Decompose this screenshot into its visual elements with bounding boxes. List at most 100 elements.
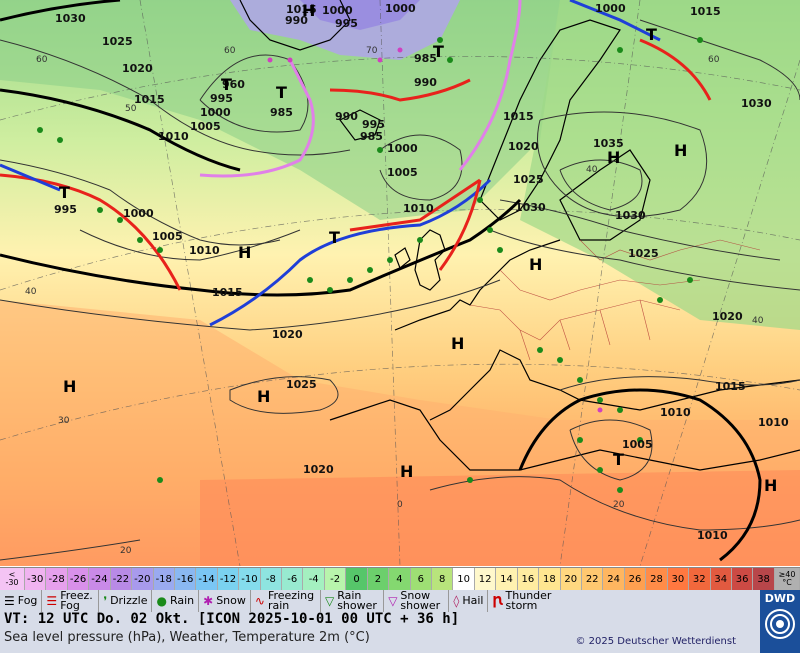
colorbar-cell: -14 [196,568,218,590]
colorbar-cell: -8 [260,568,283,590]
isobar-label: 1015 [690,5,721,18]
freezing-rain-icon: ∿ [254,594,265,608]
isobar-label: 1005 [387,166,418,179]
warm-front-northeast [639,38,712,101]
legend-label: Snow shower [400,589,441,612]
isobar-label: 1030 [615,209,646,222]
warm-front-north-sea [349,178,481,232]
cold-front-northeast [569,0,661,42]
colorbar-cell: -16 [174,568,197,590]
copyright: © 2025 Deutscher Wetterdienst [575,636,736,647]
legend-label: Drizzle [110,594,148,607]
legend-freezing-fog: ☰ Freez. Fog [42,590,100,612]
isobar-label: 1035 [593,137,624,150]
isobar-label: 1005 [622,438,653,451]
legend-label: Hail [462,594,484,607]
country-borders [469,239,761,361]
thunderstorm-icon: Ꞃ [492,594,503,608]
colorbar-cell: 2 [367,568,390,590]
isobar-label: 1010 [403,202,434,215]
isobar-label: 1015 [503,110,534,123]
pressure-centers: H H H H H H H H H H T T T T T T T [59,1,777,495]
high-pressure-center: H [302,1,315,20]
isobar-label: 1030 [55,12,86,25]
low-pressure-center: T [613,450,624,469]
temp-label: 0 [397,500,403,510]
high-pressure-center: H [764,476,777,495]
temp-label: 30 [58,416,70,426]
colorbar-cell: 4 [389,568,411,590]
isobar-label: 1005 [152,230,183,243]
low-pressure-center: T [221,75,232,94]
colorbar-cell: 18 [539,568,561,590]
isobar-label: 985 [360,130,383,143]
isobar-label: 995 [335,17,358,30]
colorbar-cell: 30 [667,568,690,590]
temp-label: 40 [25,287,37,297]
temp-label: 50 [125,104,137,114]
weather-map: 1030 1025 1020 1015 1010 1005 1000 995 9… [0,0,800,567]
high-pressure-center: H [607,148,620,167]
temp-label: 60 [224,46,236,56]
hot-area-africa [200,470,800,566]
high-pressure-center: H [257,387,270,406]
legend-snow-shower: ▽ Snow shower [384,589,450,612]
isobars [0,19,800,561]
colorbar-cell: 20 [560,568,582,590]
colorbar-cell: -6 [282,568,304,590]
map-subtitle: Sea level pressure (hPa), Weather, Tempe… [4,630,370,645]
colorbar-cell: -2 [324,568,347,590]
isobar-label: 1025 [513,173,544,186]
isobar-label: 990 [335,110,358,123]
low-pressure-center: T [329,228,340,247]
colorbar-cell: 14 [496,568,518,590]
freezing-fog-icon: ☰ [46,594,58,608]
isobar-label: 1000 [322,4,353,17]
cool-area-north-atlantic [0,0,560,220]
isobar-label: 1030 [741,97,772,110]
map-svg: 1030 1025 1020 1015 1010 1005 1000 995 9… [0,0,800,567]
isobar-label: 1015 [286,3,317,16]
colorbar-cell: 26 [624,568,647,590]
isobar-label: 1030 [515,201,546,214]
isobar-label: 1010 [158,130,189,143]
cold-core-greenland [300,0,420,30]
weather-legend: ☰ Fog ☰ Freez. Fog ❜ Drizzle ● Rain ✱ Sn… [0,590,760,612]
dwd-logo: DWD [760,590,800,653]
dwd-logo-text: DWD [764,592,796,605]
isobar-label: 1005 [190,120,221,133]
hail-icon: ◊ [453,594,460,608]
isobar-label: 1020 [272,328,303,341]
isobar-label: 985 [270,106,293,119]
isobar-label: 1015 [134,93,165,106]
temp-label: 20 [613,500,625,510]
colorbar-cell: -30 [25,568,47,590]
legend-freezing-rain: ∿ Freezing rain [251,590,321,612]
isobar-label: 1020 [508,140,539,153]
colorbar-cell: 34 [710,568,732,590]
fronts [0,0,712,327]
colorbar-cell: 32 [689,568,711,590]
snow-icon: ✱ [203,594,214,608]
legend-rain: ● Rain [152,590,200,612]
isobar-label: 1020 [303,463,334,476]
colorbar-cell: 24 [603,568,625,590]
temperature-colorbar: < -30 -30 -28 -26 -24 -22 -20 -18 -16 -14 -12 -10-… [0,567,800,591]
isobar-label: 1000 [200,106,231,119]
colorbar-cell: -18 [153,568,175,590]
warm-front-norway [438,179,482,271]
colorbar-cell: 38 [753,568,775,590]
isobar-label: 995 [54,203,77,216]
snow-shower-icon: ▽ [388,594,398,608]
warm-front-iceland [329,78,471,102]
isobar-label: 990 [285,14,308,27]
legend-label: Freezing rain [267,589,315,612]
isobar-label: 1010 [660,406,691,419]
legend-drizzle: ❜ Drizzle [99,590,153,612]
fog-icon: ☰ [4,594,15,608]
colorbar-start-label: < -30 [0,568,25,590]
graticule [0,0,800,567]
colorbar-cell: -10 [239,568,261,590]
isobar-label: 1025 [286,378,317,391]
colorbar-cell: -4 [303,568,325,590]
